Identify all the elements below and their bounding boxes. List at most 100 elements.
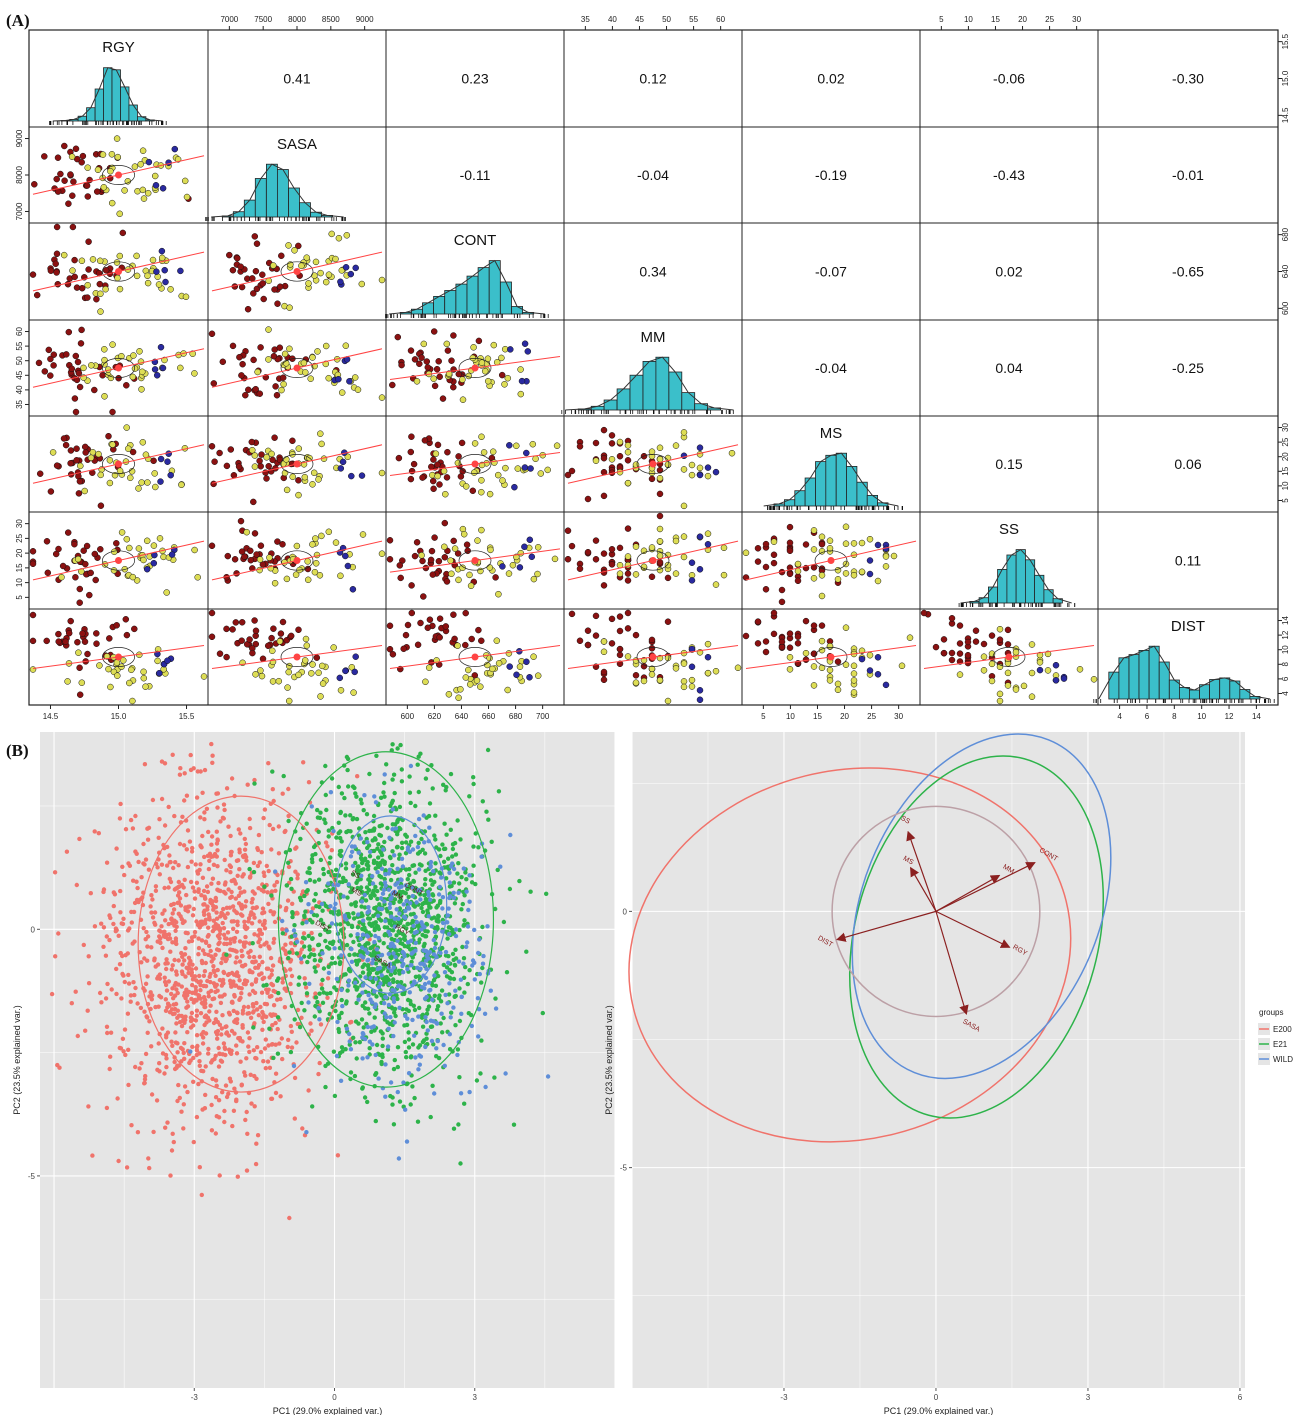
data-point <box>268 450 275 458</box>
pca-point-wild <box>450 861 455 866</box>
pca-point-e200 <box>191 906 196 912</box>
pca-point-wild <box>400 963 405 969</box>
pca-point-e21 <box>377 832 382 838</box>
pca-point-e200 <box>190 913 196 918</box>
pca-point-e21 <box>458 1161 463 1166</box>
pca-point-e200 <box>229 1028 235 1034</box>
pca-point-e21 <box>428 871 433 877</box>
data-point <box>414 641 422 649</box>
pca-point-e21 <box>280 931 285 936</box>
data-point <box>227 446 235 453</box>
data-point <box>526 536 534 544</box>
pca-point-e200 <box>173 886 179 891</box>
pca-point-e21 <box>320 1000 326 1005</box>
data-point <box>444 347 452 354</box>
pca-point-e21 <box>411 965 417 971</box>
pca-point-e200 <box>251 960 256 965</box>
data-point <box>786 644 794 651</box>
data-point <box>319 680 327 687</box>
pca-point-e21 <box>452 963 458 968</box>
data-point <box>234 254 241 262</box>
data-point <box>109 441 116 448</box>
pca-point-e200 <box>128 993 134 998</box>
pca-point-e200 <box>260 1027 265 1033</box>
pca-point-e21 <box>297 1024 303 1030</box>
data-point <box>312 560 320 567</box>
histogram-bar <box>120 86 130 122</box>
data-point <box>62 441 70 449</box>
pca-point-e200 <box>264 863 269 869</box>
pca-point-wild <box>339 987 344 993</box>
data-point <box>114 153 122 161</box>
data-point <box>389 651 397 658</box>
pca-point-e200 <box>243 904 248 909</box>
pca-point-e21 <box>315 815 321 820</box>
pca-point-e200 <box>193 991 198 996</box>
data-point <box>289 473 296 481</box>
data-point <box>285 242 292 249</box>
pca-point-e21 <box>438 1021 443 1026</box>
data-point <box>656 474 664 482</box>
pca-point-e21 <box>444 965 450 970</box>
pca-point-e21 <box>321 990 326 995</box>
pca-point-e21 <box>357 920 362 925</box>
data-point <box>59 562 67 570</box>
pca-point-e200 <box>141 841 146 847</box>
data-point <box>62 638 69 645</box>
data-point <box>342 552 349 560</box>
histogram-bar <box>299 202 311 218</box>
pca-point-e21 <box>461 923 466 928</box>
pca-point-e200 <box>190 845 195 851</box>
pca-point-wild <box>306 902 311 907</box>
data-point <box>450 332 457 339</box>
pca-point-e200 <box>293 846 298 851</box>
data-point <box>778 586 786 594</box>
pca-point-e21 <box>422 851 428 856</box>
pca-point-e200 <box>119 996 124 1001</box>
pca-point-e200 <box>154 1098 160 1103</box>
pca-point-e200 <box>221 981 226 986</box>
data-point <box>608 432 616 439</box>
pca-point-wild <box>391 951 396 956</box>
data-point <box>273 391 281 399</box>
pca-point-e200 <box>225 930 231 935</box>
data-point <box>257 667 264 674</box>
data-point <box>551 555 559 563</box>
pca-point-e200 <box>260 911 265 916</box>
data-point <box>336 674 344 682</box>
pca-point-wild <box>416 816 422 822</box>
tick-label: 600 <box>1281 301 1290 315</box>
data-point <box>93 630 100 637</box>
pca-point-wild <box>379 973 384 978</box>
data-point <box>920 609 928 617</box>
pca-point-wild <box>416 1067 421 1072</box>
pca-point-e21 <box>267 1026 272 1031</box>
scatter-cell-cont-rgy <box>29 223 205 315</box>
data-point <box>65 200 72 207</box>
pca-point-wild <box>413 833 418 839</box>
pca-point-e200 <box>210 899 215 904</box>
pca-point-e21 <box>290 914 295 920</box>
pca-point-wild <box>423 1015 428 1020</box>
pca-point-e21 <box>422 882 428 887</box>
pca-point-e200 <box>244 1056 249 1061</box>
data-point <box>300 359 308 367</box>
pca-point-wild <box>464 944 469 949</box>
data-point <box>272 383 279 390</box>
pca-point-wild <box>298 956 304 961</box>
data-point <box>53 462 61 469</box>
pca-point-e200 <box>187 961 192 967</box>
pca-point-wild <box>346 978 352 983</box>
data-point <box>208 443 216 450</box>
pca-point-e21 <box>224 952 229 957</box>
pca-point-e21 <box>440 842 445 847</box>
data-point <box>462 609 469 617</box>
pca-point-e21 <box>435 903 440 908</box>
pca-point-e200 <box>209 854 214 859</box>
pca-point-wild <box>303 880 309 885</box>
pca-point-e200 <box>267 1065 273 1071</box>
pca-point-e21 <box>455 871 460 876</box>
data-point <box>113 540 120 547</box>
pca-point-e200 <box>177 772 183 777</box>
data-point <box>84 281 91 289</box>
